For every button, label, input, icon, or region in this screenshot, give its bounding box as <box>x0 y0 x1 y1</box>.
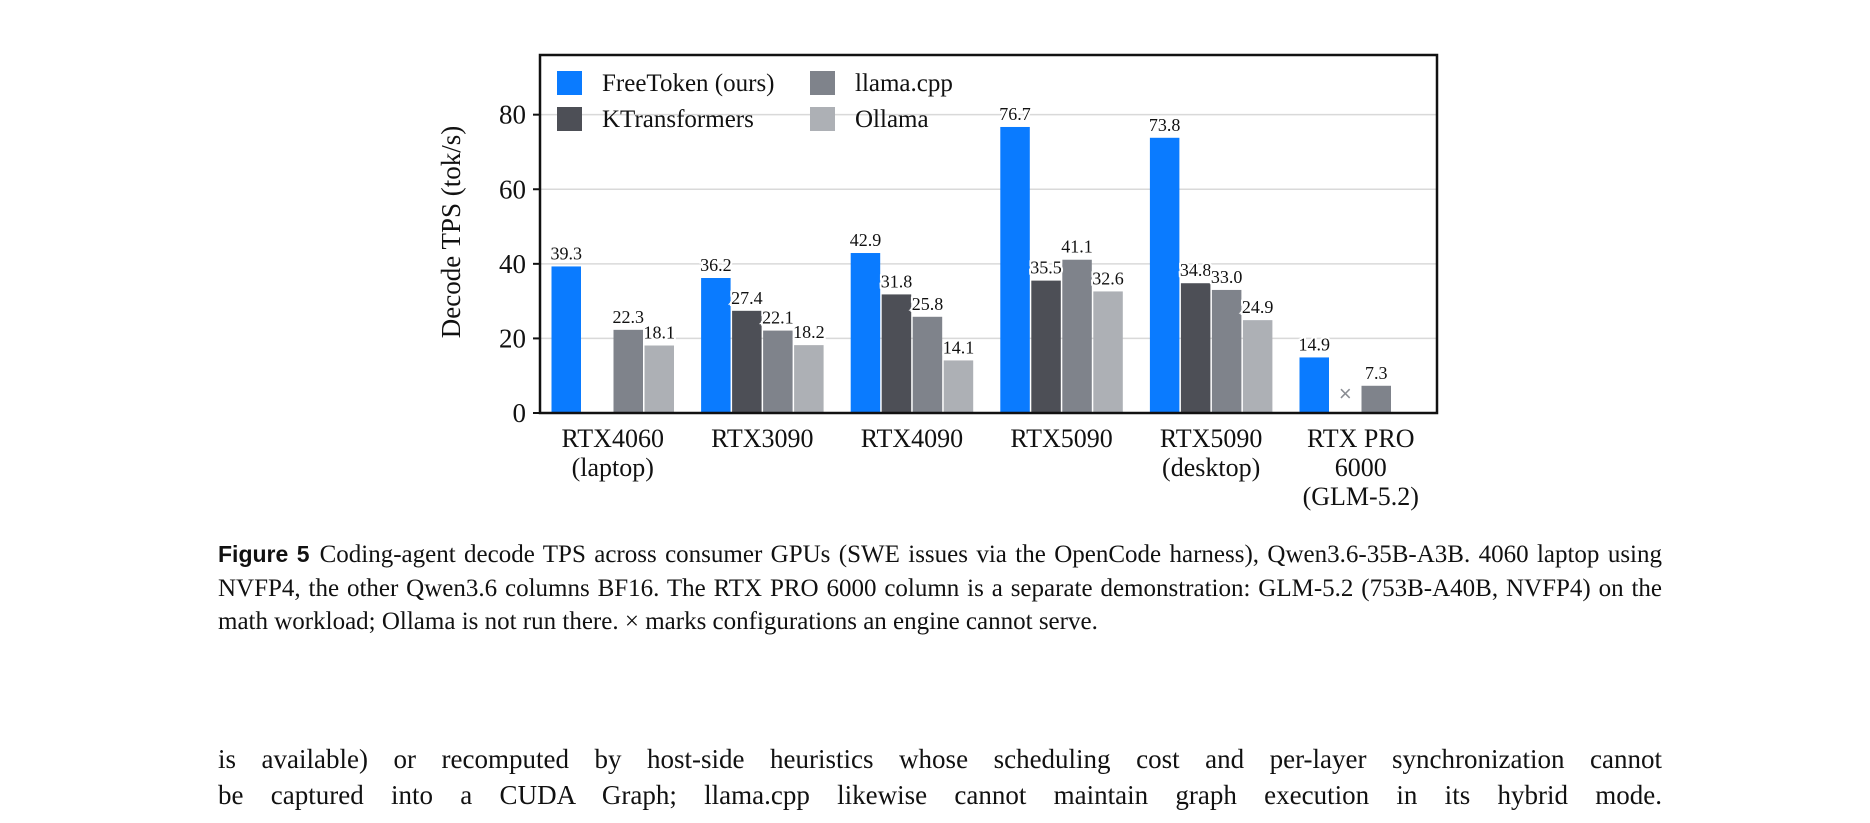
x-tick-label-3-0: RTX5090 <box>1010 424 1112 453</box>
bar-3-1 <box>1031 280 1061 413</box>
data-label-0-0: 39.3 <box>551 243 583 263</box>
data-label-4-1: 34.8 <box>1180 260 1212 280</box>
bar-1-1 <box>732 310 762 413</box>
y-tick-label-40: 40 <box>499 249 526 279</box>
bar-4-0 <box>1149 137 1180 413</box>
y-tick-label-20: 20 <box>499 323 526 353</box>
bars <box>551 126 1391 414</box>
legend-swatch-3 <box>810 107 835 131</box>
data-label-4-3: 24.9 <box>1242 297 1274 317</box>
legend-swatch-0 <box>557 71 582 95</box>
x-tick-label-2-0: RTX4090 <box>861 424 963 453</box>
x-tick-label-0-1: (laptop) <box>572 453 654 482</box>
data-label-2-3: 14.1 <box>943 337 975 357</box>
gridlines <box>540 113 1437 340</box>
legend-label-0: FreeToken (ours) <box>602 70 775 97</box>
bar-4-1 <box>1180 283 1211 413</box>
bar-5-0 <box>1299 357 1329 413</box>
bar-2-0 <box>850 253 881 413</box>
body-paragraph: is available) or recomputed by host-side… <box>218 741 1662 813</box>
x-tick-label-4-0: RTX5090 <box>1160 424 1262 453</box>
data-label-0-2: 22.3 <box>613 307 645 327</box>
axes: 0 20 40 60 80 RTX4060(laptop) RTX3090 RTX4090 RT… <box>499 53 1439 511</box>
bar-5-2 <box>1361 385 1391 413</box>
y-tick-label-0: 0 <box>513 398 527 428</box>
legend-swatch-2 <box>810 71 835 95</box>
bar-4-3 <box>1242 320 1273 413</box>
bar-1-3 <box>794 345 824 413</box>
data-label-3-3: 32.6 <box>1092 268 1124 288</box>
data-label-4-2: 33.0 <box>1211 267 1243 287</box>
bar-2-1 <box>881 294 912 413</box>
data-label-2-0: 42.9 <box>850 230 882 250</box>
data-label-0-3: 18.1 <box>644 323 676 343</box>
data-label-2-2: 25.8 <box>912 294 944 314</box>
data-label-5-2: 7.3 <box>1365 363 1388 383</box>
data-label-1-2: 22.1 <box>762 308 794 328</box>
data-label-5-0: 14.9 <box>1299 334 1331 354</box>
data-label-4-0: 73.8 <box>1149 115 1181 135</box>
figure-label: Figure 5 <box>218 541 310 567</box>
bar-0-0 <box>551 266 581 413</box>
data-labels: 39.3 22.318.1 36.2 27.422.118.2 42.9 31.8 25.8… <box>549 102 1390 406</box>
legend-swatch-1 <box>557 107 582 131</box>
bar-1-2 <box>763 330 793 413</box>
data-label-1-0: 36.2 <box>700 255 732 275</box>
x-tick-label-5-1: 6000 <box>1335 453 1387 482</box>
bar-1-0 <box>701 278 731 413</box>
y-tick-label-60: 60 <box>499 174 526 204</box>
bar-3-0 <box>1000 126 1030 414</box>
bar-2-2 <box>912 316 943 413</box>
data-label-3-0: 76.7 <box>999 104 1031 124</box>
bar-3-2 <box>1062 259 1092 413</box>
bar-3-3 <box>1093 291 1123 413</box>
body-line-1: is available) or recomputed by host-side… <box>218 744 1662 774</box>
figure-caption: Figure 5 Coding-agent decode TPS across c… <box>218 538 1662 639</box>
x-tick-label-0-0: RTX4060 <box>562 424 664 453</box>
x-tick-label-5-2: (GLM-5.2) <box>1303 482 1419 511</box>
plot-frame <box>538 53 1439 415</box>
data-label-3-2: 41.1 <box>1061 237 1093 257</box>
caption-text: Coding-agent decode TPS across consumer … <box>218 541 1662 635</box>
data-label-1-1: 27.4 <box>731 288 763 308</box>
legend-label-3: Ollama <box>855 106 929 133</box>
data-label-2-1: 31.8 <box>881 271 913 291</box>
legend: FreeToken (ours) KTransformers llama.cpp Ol… <box>557 70 953 133</box>
y-axis-label: Decode TPS (tok/s) <box>436 126 466 338</box>
bar-2-3 <box>943 360 974 413</box>
legend-label-1: KTransformers <box>602 106 754 133</box>
body-line-2: be captured into a CUDA Graph; llama.cpp… <box>218 780 1662 810</box>
x-tick-label-1-0: RTX3090 <box>711 424 813 453</box>
legend-label-2: llama.cpp <box>855 70 953 97</box>
x-tick-label-4-1: (desktop) <box>1162 453 1260 482</box>
bar-0-3 <box>644 345 674 413</box>
unsupported-marker-5-1: × <box>1339 381 1352 406</box>
bar-4-2 <box>1211 289 1242 413</box>
y-tick-label-80: 80 <box>499 100 526 130</box>
data-label-1-3: 18.2 <box>793 322 825 342</box>
data-label-3-1: 35.5 <box>1030 258 1062 278</box>
bar-0-2 <box>613 329 643 413</box>
x-tick-label-5-0: RTX PRO <box>1307 424 1415 453</box>
